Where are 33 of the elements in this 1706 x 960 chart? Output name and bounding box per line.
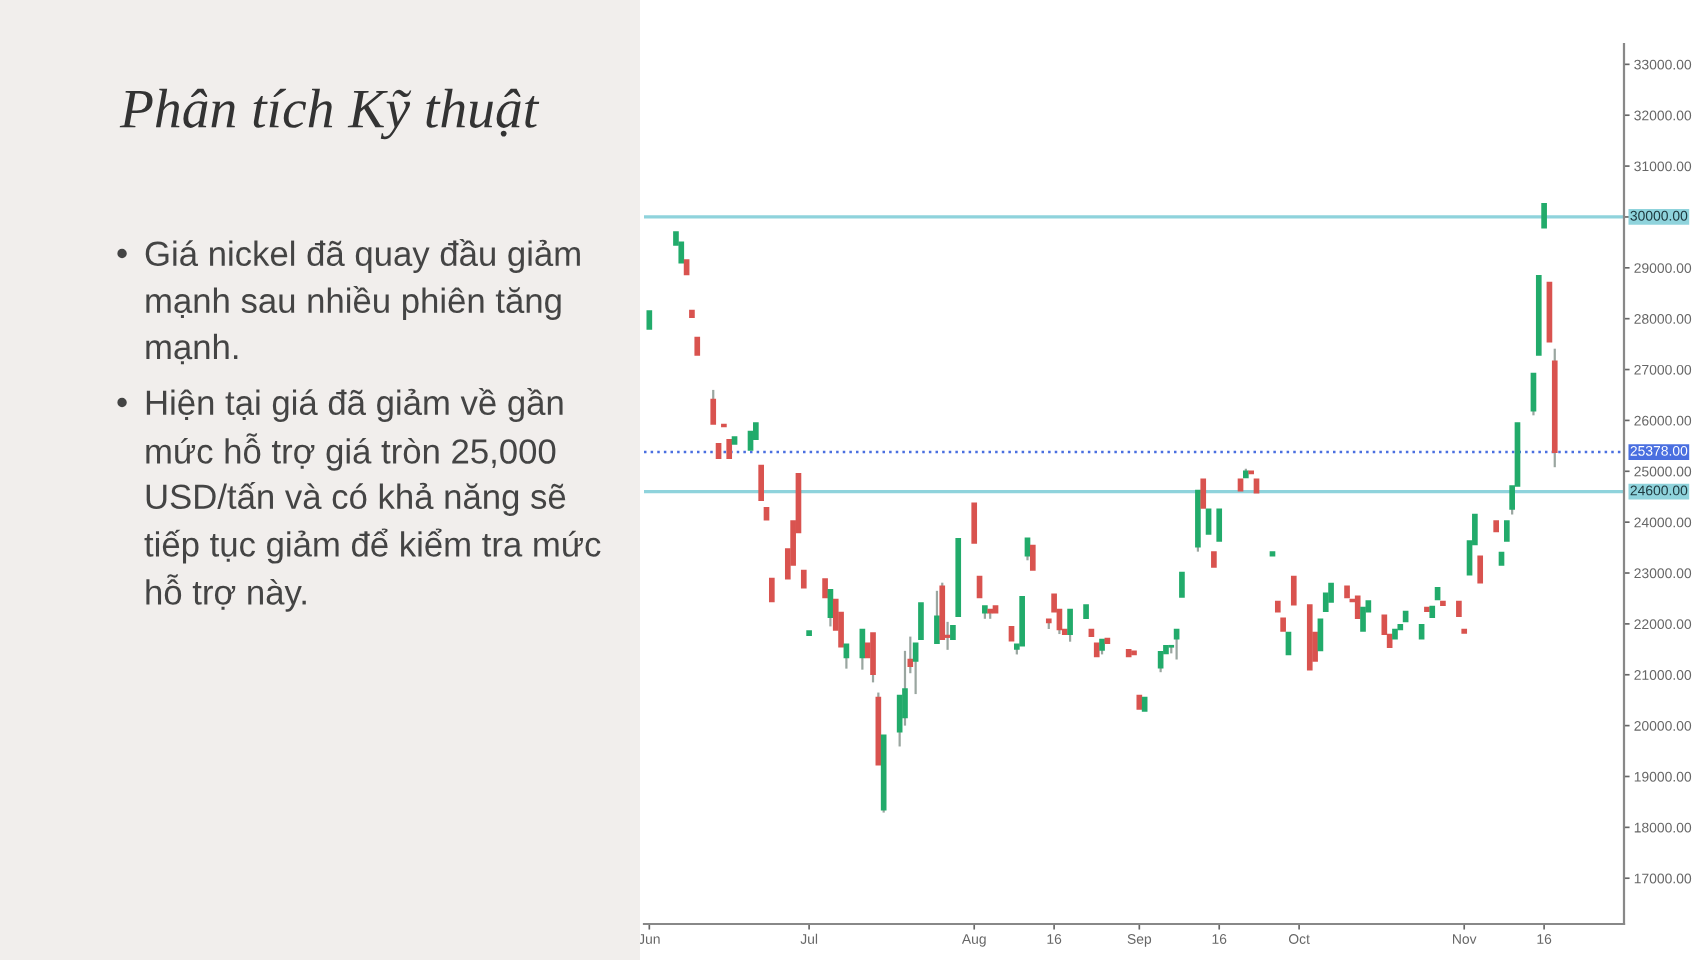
candlestick bbox=[1067, 608, 1073, 643]
candlestick bbox=[976, 575, 983, 599]
candlestick bbox=[1354, 595, 1361, 620]
text: Phân tích Kỹ thuật bbox=[119, 88, 540, 140]
candlestick bbox=[1360, 606, 1366, 632]
candlestick bbox=[1205, 508, 1212, 535]
candlestick bbox=[768, 577, 775, 603]
candlestick bbox=[822, 578, 828, 599]
candlestick bbox=[870, 631, 876, 684]
candlestick bbox=[912, 642, 919, 696]
candlestick bbox=[1029, 544, 1036, 571]
candlestick bbox=[1285, 631, 1292, 656]
candlestick bbox=[1503, 520, 1510, 542]
candlestick bbox=[971, 502, 978, 544]
candlestick bbox=[1290, 575, 1297, 606]
candlestick bbox=[1541, 202, 1547, 229]
candlestick bbox=[1530, 372, 1537, 417]
text: • Giá nickel đã quay đầu giảm mạnh sau nhiều phiên tăng mạnh. bbox=[117, 239, 580, 365]
candlestick bbox=[758, 464, 765, 502]
candlestick bbox=[747, 430, 754, 451]
candlestick bbox=[710, 388, 717, 426]
candlestick bbox=[1024, 537, 1031, 562]
candlestick bbox=[1477, 555, 1484, 584]
candlestick bbox=[1317, 618, 1324, 652]
candlestick bbox=[1216, 508, 1223, 542]
candlestick bbox=[843, 643, 850, 670]
candlestick bbox=[726, 438, 733, 459]
candlestick bbox=[1179, 571, 1185, 598]
candlestick bbox=[918, 602, 924, 640]
candlestick bbox=[1200, 478, 1207, 509]
candlestick bbox=[827, 588, 834, 628]
candlestick bbox=[934, 589, 940, 645]
text: • Hiện tại giá đã giảm về gần mức hỗ trợ giá tròn 25,000 USD/tấn và có khả năng sẽ tiếp tục giảm để kiểm tra mức hỗ trợ này. bbox=[117, 388, 601, 612]
